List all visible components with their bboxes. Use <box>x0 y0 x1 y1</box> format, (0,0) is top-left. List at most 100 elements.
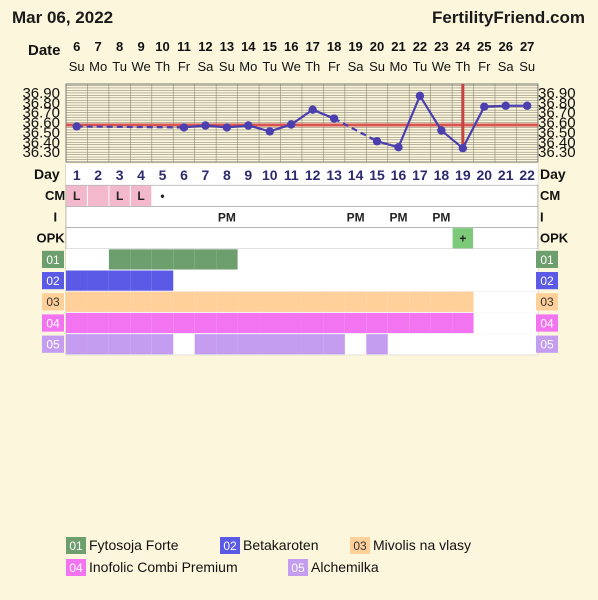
cycle-day-label: 22 <box>519 167 535 183</box>
weekday-label: Th <box>455 59 470 74</box>
supplement-day-cell <box>452 291 474 312</box>
supplement-day-cell <box>301 312 324 334</box>
legend-code-badge <box>288 559 308 576</box>
supplement-code-right: 04 <box>540 316 554 330</box>
supplement-code-badge-left <box>42 272 64 290</box>
supplement-day-cell <box>237 334 260 355</box>
supplement-day-cell <box>194 291 217 312</box>
supplement-day-cell <box>366 334 388 355</box>
date-tick-label: 12 <box>198 39 212 54</box>
i-cell-text: PM <box>218 210 236 224</box>
y-tick-label-right: 36.40 <box>538 134 576 151</box>
cycle-day-label: 16 <box>391 167 407 183</box>
supplement-day-cell <box>108 291 131 312</box>
cm-cell-fill <box>130 185 152 206</box>
date-tick-label: 26 <box>498 39 512 54</box>
date-tick-label: 24 <box>456 39 471 54</box>
opk-row-label-left: OPK <box>37 231 66 246</box>
temperature-point <box>458 143 468 153</box>
cycle-day-label: 20 <box>476 167 492 183</box>
i-cell-text: PM <box>347 210 365 224</box>
cm-cell-fill <box>87 185 109 206</box>
cm-row-label-left: CM <box>45 188 65 203</box>
weekday-label: Mo <box>239 59 257 74</box>
i-row-label-right: I <box>540 209 544 224</box>
weekday-label: Mo <box>89 59 107 74</box>
supplement-code-badge-left <box>42 293 64 311</box>
supplement-day-cell <box>173 312 195 334</box>
y-tick-label-right: 36.70 <box>538 105 576 122</box>
supplement-day-cell <box>387 312 410 334</box>
weekday-label: Sa <box>498 59 515 74</box>
chart-date: Mar 06, 2022 <box>12 8 113 27</box>
weekday-label: Fr <box>478 59 491 74</box>
temperature-point <box>415 91 425 101</box>
weekday-label: Th <box>155 59 170 74</box>
supplement-day-cell <box>430 291 453 312</box>
cycle-day-label: 4 <box>137 167 145 183</box>
supplement-day-cell <box>151 334 174 355</box>
date-tick-label: 22 <box>413 39 427 54</box>
supplement-day-cell <box>280 291 302 312</box>
date-tick-label: 9 <box>137 39 144 54</box>
y-tick-label-left: 36.40 <box>22 134 60 151</box>
supplement-day-cell <box>237 291 260 312</box>
points-layer <box>72 91 532 153</box>
opk-row-label-right: OPK <box>540 231 569 246</box>
legend-code: 03 <box>353 539 367 553</box>
supplement-day-cell <box>194 312 217 334</box>
y-tick-label-right: 36.60 <box>538 115 576 132</box>
date-tick-label: 15 <box>263 39 277 54</box>
temperature-point <box>522 101 532 110</box>
supplement-day-cell <box>151 291 174 312</box>
supplement-day-cell <box>366 291 388 312</box>
legend-code-badge <box>220 537 240 554</box>
supplement-day-cell <box>301 291 324 312</box>
supplement-day-cell <box>108 334 131 355</box>
i-row-bg <box>65 206 539 228</box>
legend-code-badge <box>66 559 86 576</box>
date-tick-label: 18 <box>327 39 341 54</box>
cm-cell-fill <box>66 185 87 206</box>
supplement-day-cell <box>216 291 238 312</box>
text-layer: 6Su7Mo8Tu9We10Th11Fr12Sa13Su14Mo15Tu16We… <box>22 39 575 575</box>
date-tick-label: 16 <box>284 39 298 54</box>
supplement-day-cell <box>366 312 388 334</box>
weekday-label: Tu <box>112 59 127 74</box>
i-row-label-left: I <box>54 209 58 224</box>
cycle-day-label: 19 <box>455 167 471 183</box>
supplement-day-cell <box>237 312 260 334</box>
supplement-code-left: 02 <box>46 274 60 288</box>
supplement-day-cell <box>259 312 281 334</box>
i-cell-text: PM <box>389 210 407 224</box>
date-tick-label: 14 <box>241 39 256 54</box>
legend-name: Mivolis na vlasy <box>373 537 471 553</box>
supplement-day-cell <box>194 249 217 270</box>
supplement-day-cell <box>323 312 345 334</box>
supplement-day-cell <box>130 291 152 312</box>
cycle-day-label: 6 <box>180 167 188 183</box>
supplement-row-bg <box>66 270 538 292</box>
cycle-day-label: 1 <box>73 167 81 183</box>
supplement-day-cell <box>87 312 109 334</box>
supplement-day-cell <box>216 249 238 270</box>
supplement-day-cell <box>151 270 174 291</box>
legend-name: Inofolic Combi Premium <box>89 559 238 575</box>
y-tick-label-left: 36.30 <box>22 144 60 161</box>
site-name: FertilityFriend.com <box>432 8 585 27</box>
cycle-day-label: 11 <box>284 167 299 183</box>
supplement-day-cell <box>130 334 152 355</box>
y-tick-label-left: 36.90 <box>22 85 60 102</box>
temperature-point <box>222 123 232 132</box>
supplement-day-cell <box>452 312 474 334</box>
cm-cell-text: L <box>73 189 80 203</box>
cm-row-label-right: CM <box>540 188 560 203</box>
supplement-code-left: 01 <box>46 253 60 267</box>
y-tick-label-left: 36.70 <box>22 105 60 122</box>
supplement-code-right: 05 <box>540 338 554 352</box>
supplement-day-cell <box>173 291 195 312</box>
supplement-day-cell <box>151 312 174 334</box>
rows-layer <box>42 164 558 576</box>
supplement-code-right: 01 <box>540 253 554 267</box>
